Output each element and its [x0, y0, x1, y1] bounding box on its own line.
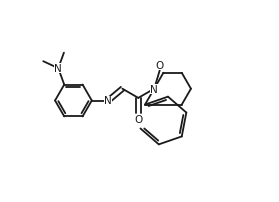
Text: O: O: [134, 114, 142, 124]
Text: N: N: [104, 96, 112, 106]
Text: O: O: [156, 60, 164, 70]
Text: N: N: [54, 64, 62, 74]
Text: N: N: [150, 84, 158, 94]
